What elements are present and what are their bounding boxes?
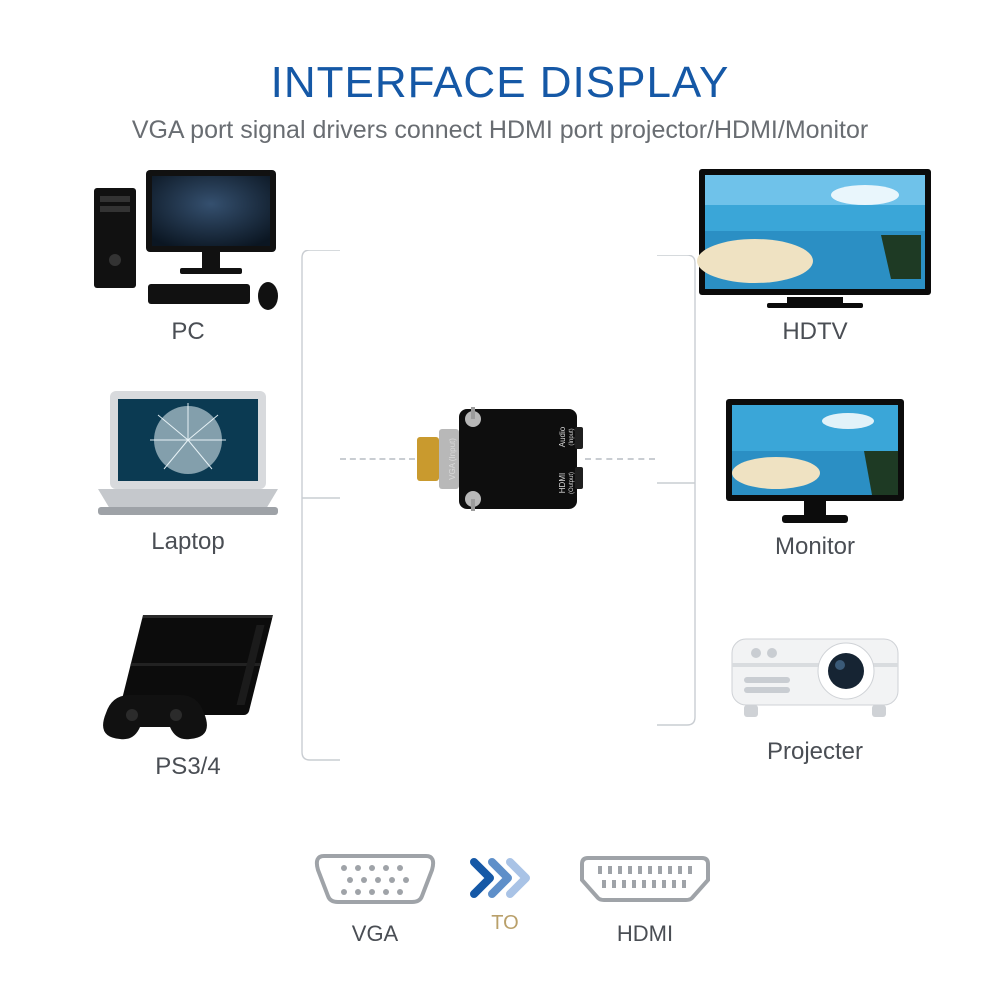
svg-text:Audio: Audio: [558, 426, 567, 447]
to-label: TO: [491, 912, 518, 935]
left-bracket: [300, 250, 342, 762]
device-hdtv: HDTV: [695, 165, 935, 346]
pc-icon: [88, 160, 288, 310]
device-pc: PC: [88, 160, 288, 346]
vga-port-icon: [310, 850, 440, 906]
vga-port-label: VGA: [310, 921, 440, 947]
device-projector: Projecter: [720, 605, 910, 766]
hdmi-port-icon: [580, 850, 710, 906]
hdtv-icon: [695, 165, 935, 310]
dashed-left: [340, 458, 415, 460]
device-monitor: Monitor: [720, 395, 910, 561]
hdtv-label: HDTV: [695, 318, 935, 346]
projector-icon: [720, 605, 910, 730]
device-ps: PS3/4: [88, 595, 288, 781]
hdmi-port: HDMI: [580, 850, 710, 947]
to-arrows: TO: [470, 858, 540, 935]
hdmi-port-label: HDMI: [580, 921, 710, 947]
page-title: INTERFACE DISPLAY: [0, 58, 1000, 108]
arrows-icon: [470, 858, 540, 898]
dashed-right: [585, 458, 655, 460]
device-laptop: Laptop: [88, 385, 288, 556]
svg-text:(Output): (Output): [569, 472, 575, 494]
right-bracket: [655, 255, 697, 727]
monitor-icon: [720, 395, 910, 525]
projector-label: Projecter: [720, 738, 910, 766]
page-subtitle: VGA port signal drivers connect HDMI por…: [0, 116, 1000, 145]
svg-text:HDMI: HDMI: [558, 473, 567, 493]
laptop-icon: [88, 385, 288, 520]
ps-icon: [88, 595, 288, 745]
monitor-label: Monitor: [720, 533, 910, 561]
svg-text:(Input): (Input): [569, 428, 575, 445]
adapter-icon: VGA (Input) HDMI (Output) Audio (Input): [415, 403, 585, 515]
adapter: VGA (Input) HDMI (Output) Audio (Input): [415, 403, 585, 520]
vga-port: VGA: [310, 850, 440, 947]
svg-text:VGA (Input): VGA (Input): [448, 438, 457, 480]
laptop-label: Laptop: [88, 528, 288, 556]
ps-label: PS3/4: [88, 753, 288, 781]
pc-label: PC: [88, 318, 288, 346]
